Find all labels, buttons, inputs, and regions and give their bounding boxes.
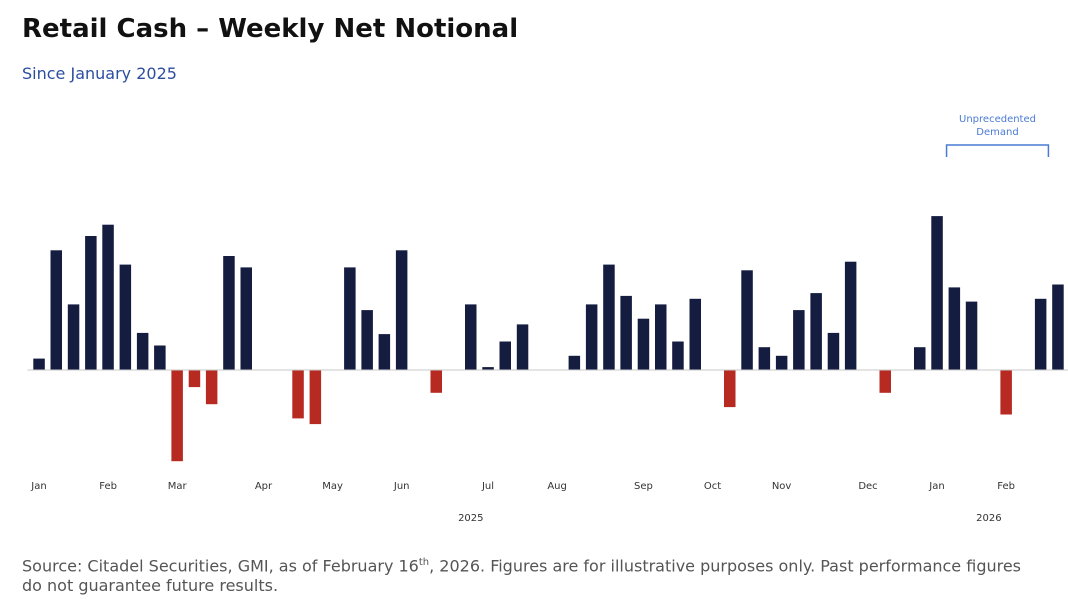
bar-week-38 — [689, 298, 701, 371]
bar-week-59 — [1052, 284, 1064, 370]
bar-week-9 — [188, 370, 201, 388]
bar-week-18 — [344, 267, 356, 370]
bar-week-42 — [758, 347, 771, 370]
source-footnote: Source: Citadel Securities, GMI, as of F… — [22, 553, 1022, 596]
bar-week-43 — [775, 355, 788, 371]
bar-week-20 — [378, 334, 391, 370]
month-label-6: Jul — [481, 481, 494, 492]
bar-week-37 — [672, 341, 684, 370]
bar-week-32 — [585, 304, 598, 370]
bar-week-31 — [568, 355, 581, 371]
bar-week-33 — [603, 264, 615, 370]
bar-week-34 — [620, 295, 632, 370]
annotation-text-line2: Demand — [976, 127, 1018, 138]
bar-week-45 — [810, 293, 822, 370]
bar-week-5 — [119, 264, 132, 370]
footnote-superscript: th — [418, 557, 430, 568]
month-label-7: Aug — [547, 481, 567, 492]
bar-week-35 — [637, 318, 650, 370]
chart-title: Retail Cash – Weekly Net Notional — [22, 14, 519, 44]
footnote-text-2: , 2026. Figures are for illustrative pur… — [22, 556, 1022, 596]
bar-week-26 — [482, 367, 494, 370]
bar-week-25 — [465, 304, 477, 370]
bar-week-19 — [361, 310, 373, 370]
month-label-10: Nov — [772, 481, 792, 492]
bar-week-21 — [395, 250, 408, 370]
bar-week-23 — [430, 370, 442, 393]
bar-week-46 — [827, 332, 840, 370]
month-label-8: Sep — [634, 481, 653, 492]
bar-week-10 — [205, 370, 218, 405]
month-label-4: May — [322, 481, 343, 492]
bar-week-16 — [309, 370, 322, 425]
bar-week-7 — [154, 345, 166, 370]
bar-week-11 — [223, 256, 235, 370]
year-label-1: 2026 — [976, 513, 1001, 524]
bar-week-6 — [136, 332, 149, 370]
bar-week-41 — [741, 270, 753, 371]
bar-week-2 — [67, 304, 80, 370]
bar-week-56 — [1000, 370, 1012, 415]
bar-week-15 — [292, 370, 304, 419]
month-label-13: Feb — [997, 481, 1015, 492]
month-label-0: Jan — [30, 481, 46, 492]
bars-group — [33, 216, 1064, 462]
bar-week-54 — [965, 301, 978, 370]
bar-week-1 — [50, 250, 62, 370]
bar-week-0 — [33, 358, 45, 370]
bar-week-44 — [793, 310, 805, 370]
bar-week-27 — [499, 341, 511, 370]
month-label-12: Jan — [928, 481, 944, 492]
bar-week-28 — [516, 324, 529, 370]
bar-week-3 — [85, 236, 97, 370]
month-label-2: Mar — [168, 481, 188, 492]
month-label-5: Jun — [393, 481, 410, 492]
annotation-group: Unprecedented Demand — [945, 114, 1050, 157]
chart-subtitle: Since January 2025 — [22, 64, 177, 83]
month-label-3: Apr — [255, 481, 273, 492]
annotation-text-line1: Unprecedented — [959, 114, 1036, 125]
x-axis-month-labels: Jan Feb Mar Apr May Jun Jul Aug Sep Oct Nov Dec Jan F… — [30, 481, 1015, 492]
bar-week-40 — [724, 370, 736, 408]
bar-week-8 — [171, 370, 183, 462]
bar-week-47 — [844, 261, 857, 370]
bar-week-58 — [1034, 298, 1047, 371]
footnote-text-1: Source: Citadel Securities, GMI, as of F… — [22, 556, 419, 576]
year-label-0: 2025 — [458, 513, 483, 524]
month-label-9: Oct — [704, 481, 721, 492]
bar-week-52 — [931, 216, 943, 370]
month-label-11: Dec — [858, 481, 877, 492]
bar-week-51 — [914, 347, 926, 370]
bar-week-12 — [240, 267, 252, 370]
bar-week-53 — [948, 287, 961, 370]
month-label-1: Feb — [99, 481, 117, 492]
annotation-bracket — [945, 144, 1050, 157]
bar-week-36 — [655, 304, 667, 370]
bar-week-4 — [102, 224, 114, 370]
x-axis-year-labels: 2025 2026 — [458, 513, 1002, 524]
bar-week-49 — [879, 370, 891, 393]
